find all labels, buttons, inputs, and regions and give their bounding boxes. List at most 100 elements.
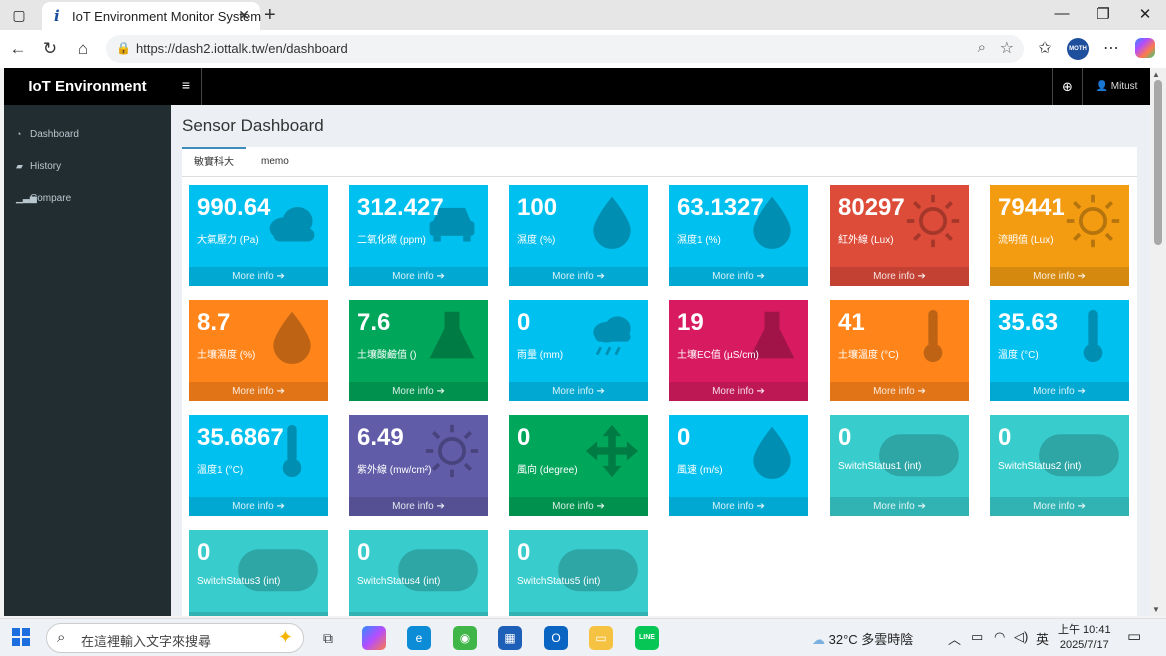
task-view-icon[interactable]: ⧉	[323, 630, 333, 646]
sensor-value: 8.7	[197, 309, 231, 336]
more-info-link[interactable]: More info ➔	[669, 267, 808, 286]
more-info-label: More info	[873, 386, 915, 397]
copilot-app-icon[interactable]	[362, 626, 386, 650]
edge-browser-icon[interactable]: e	[407, 626, 431, 650]
tab-close-icon[interactable]: ✕	[238, 7, 250, 23]
sensor-label: 紫外線 (mw/cm²)	[357, 465, 432, 476]
brand-logo[interactable]: IoT Environment	[4, 68, 171, 105]
arrow-circle-right-icon: ➔	[1074, 271, 1086, 282]
scroll-down-icon[interactable]: ▼	[1152, 605, 1160, 614]
browser-tab[interactable]: i IoT Environment Monitor System ✕	[42, 2, 261, 30]
more-menu-icon[interactable]: ⋯	[1103, 40, 1119, 57]
window-close-icon[interactable]: ✕	[1138, 6, 1152, 23]
weather-widget[interactable]: ☁ 32°C 多雲時陰	[812, 629, 913, 648]
arrow-circle-right-icon: ➔	[273, 501, 285, 512]
outlook-icon[interactable]: O	[544, 626, 568, 650]
more-info-link[interactable]: More info ➔	[509, 267, 648, 286]
thermometer-icon	[905, 308, 961, 364]
drop-icon	[264, 308, 320, 364]
url-text[interactable]: https://dash2.iottalk.tw/en/dashboard	[136, 41, 348, 56]
more-info-link[interactable]: More info ➔	[349, 497, 488, 516]
more-info-link[interactable]: More info ➔	[830, 267, 969, 286]
taskbar-search-input[interactable]: ⌕ 在這裡輸入文字來搜尋 ✦	[46, 623, 304, 653]
minimize-icon[interactable]: —	[1054, 5, 1070, 22]
favorite-star-icon[interactable]: ☆	[999, 40, 1014, 57]
wechat-icon[interactable]: ◉	[453, 626, 477, 650]
more-info-link[interactable]: More info ➔	[669, 382, 808, 401]
more-info-label: More info	[552, 501, 594, 512]
more-info-link[interactable]: More info ➔	[990, 382, 1129, 401]
sensor-value: 7.6	[357, 309, 391, 336]
sensor-label: SwitchStatus2 (int)	[998, 461, 1082, 472]
sensor-box: 35.6867 溫度1 (°C) More info ➔	[189, 415, 328, 516]
more-info-link[interactable]: More info ➔	[830, 497, 969, 516]
more-info-link[interactable]: More info ➔	[349, 612, 488, 616]
more-info-link[interactable]: More info ➔	[830, 382, 969, 401]
notification-icon[interactable]: ▭	[1127, 628, 1142, 645]
sidebar-item-compare[interactable]: ▁▃▅Compare	[4, 186, 171, 210]
profile-avatar[interactable]: MOTH	[1067, 38, 1089, 60]
scrollbar-thumb[interactable]	[1154, 80, 1162, 245]
copilot-icon[interactable]	[1135, 38, 1155, 58]
zoom-icon[interactable]: ⌕	[977, 39, 986, 56]
arrow-circle-right-icon: ➔	[593, 271, 605, 282]
tab-actions-icon[interactable]: ▢	[12, 7, 26, 23]
more-info-link[interactable]: More info ➔	[189, 612, 328, 616]
more-info-link[interactable]: More info ➔	[509, 382, 648, 401]
dashboard-icon: ◔	[16, 129, 22, 139]
sidebar-item-history[interactable]: ▰ History	[4, 154, 171, 178]
more-info-label: More info	[712, 501, 754, 512]
sensor-value: 990.64	[197, 194, 271, 221]
wifi-icon[interactable]: ◠	[994, 629, 1006, 644]
battery-icon[interactable]: ▭	[971, 629, 984, 644]
hamburger-menu-icon[interactable]: ≡	[171, 68, 202, 105]
tab-memo[interactable]: memo	[261, 156, 289, 167]
drop-icon	[744, 193, 800, 249]
more-info-link[interactable]: More info ➔	[509, 497, 648, 516]
more-info-link[interactable]: More info ➔	[189, 382, 328, 401]
sidebar-item-label: Dashboard	[30, 129, 79, 140]
sensor-label: 溫度1 (°C)	[197, 465, 244, 476]
restore-icon[interactable]: ❐	[1096, 6, 1110, 23]
clock[interactable]: 上午 10:41 2025/7/17	[1058, 623, 1111, 653]
arrow-circle-right-icon: ➔	[1074, 386, 1086, 397]
more-info-link[interactable]: More info ➔	[349, 382, 488, 401]
file-explorer-icon[interactable]: ▭	[589, 626, 613, 650]
address-bar[interactable]: 🔒 https://dash2.iottalk.tw/en/dashboard …	[106, 35, 1024, 63]
more-info-link[interactable]: More info ➔	[189, 497, 328, 516]
arrow-circle-right-icon: ➔	[273, 386, 285, 397]
sensor-box: 80297 紅外線 (Lux) More info ➔	[830, 185, 969, 286]
new-tab-icon[interactable]: +	[264, 4, 276, 26]
more-info-link[interactable]: More info ➔	[189, 267, 328, 286]
home-icon[interactable]: ⌂	[77, 39, 89, 58]
globe-icon[interactable]: ⊕	[1052, 68, 1082, 105]
more-info-link[interactable]: More info ➔	[509, 612, 648, 616]
store-icon[interactable]: ▦	[498, 626, 522, 650]
line-app-icon[interactable]: LINE	[635, 626, 659, 650]
more-info-link[interactable]: More info ➔	[990, 497, 1129, 516]
ime-indicator[interactable]: 英	[1036, 632, 1050, 647]
favorites-icon[interactable]: ✩	[1038, 40, 1052, 57]
sensor-box: 79441 流明值 (Lux) More info ➔	[990, 185, 1129, 286]
sensor-box: 0 雨量 (mm) More info ➔	[509, 300, 648, 401]
page-scrollbar[interactable]: ▲ ▼	[1150, 68, 1166, 616]
reload-icon[interactable]: ↻	[42, 39, 58, 58]
more-info-link[interactable]: More info ➔	[349, 267, 488, 286]
arrow-circle-right-icon: ➔	[593, 501, 605, 512]
more-info-link[interactable]: More info ➔	[990, 267, 1129, 286]
tab-site[interactable]: 敏實科大	[182, 147, 246, 177]
lock-icon[interactable]: 🔒	[116, 41, 131, 55]
volume-icon[interactable]: ◁)	[1014, 629, 1029, 644]
sidebar-item-dashboard[interactable]: ◔ Dashboard	[4, 122, 171, 146]
sensor-value: 79441	[998, 194, 1065, 221]
user-menu[interactable]: 👤 Mitust	[1082, 68, 1150, 105]
back-icon[interactable]: ←	[9, 39, 27, 58]
sensor-label: 紅外線 (Lux)	[838, 235, 894, 246]
windows-start-icon[interactable]	[12, 628, 30, 646]
more-info-link[interactable]: More info ➔	[669, 497, 808, 516]
tray-overflow-icon[interactable]: ︿	[948, 632, 962, 647]
more-info-label: More info	[232, 271, 274, 282]
scroll-up-icon[interactable]: ▲	[1152, 70, 1160, 79]
sensor-label: SwitchStatus5 (int)	[517, 576, 601, 587]
sensor-value: 35.6867	[197, 424, 284, 451]
